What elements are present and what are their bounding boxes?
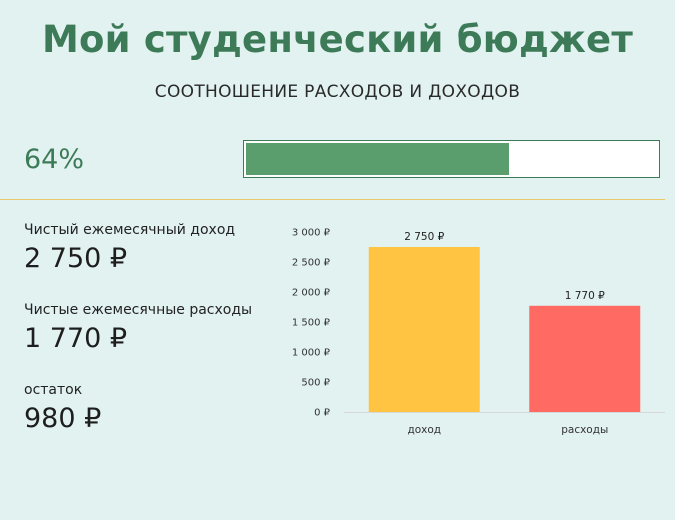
remainder-value: 980 ₽ — [24, 403, 102, 434]
ratio-progress-fill — [246, 143, 509, 175]
expenses-value: 1 770 ₽ — [24, 323, 128, 354]
bar — [529, 305, 641, 412]
income-label: Чистый ежемесячный доход — [24, 222, 236, 238]
divider — [0, 199, 665, 200]
x-category-label: расходы — [561, 424, 608, 436]
y-tick-label: 2 500 ₽ — [292, 258, 331, 269]
page-title: Мой студенческий бюджет — [42, 18, 633, 61]
expenses-label: Чистые ежемесячные расходы — [24, 302, 253, 318]
remainder-label: остаток — [24, 382, 83, 398]
ratio-progress-bar — [243, 140, 660, 178]
y-tick-label: 3 000 ₽ — [292, 228, 331, 239]
page-subtitle: СООТНОШЕНИЕ РАСХОДОВ И ДОХОДОВ — [154, 82, 521, 102]
bar — [368, 247, 480, 412]
y-tick-label: 500 ₽ — [301, 378, 330, 389]
x-category-label: доход — [407, 424, 441, 436]
y-tick-label: 0 ₽ — [314, 408, 331, 419]
bar-data-label: 2 750 ₽ — [404, 231, 444, 243]
ratio-percent: 64% — [24, 144, 85, 175]
y-tick-label: 1 500 ₽ — [292, 318, 331, 329]
y-tick-label: 1 000 ₽ — [292, 348, 331, 359]
y-tick-label: 2 000 ₽ — [292, 288, 331, 299]
bar-data-label: 1 770 ₽ — [565, 290, 605, 302]
income-value: 2 750 ₽ — [24, 243, 128, 274]
